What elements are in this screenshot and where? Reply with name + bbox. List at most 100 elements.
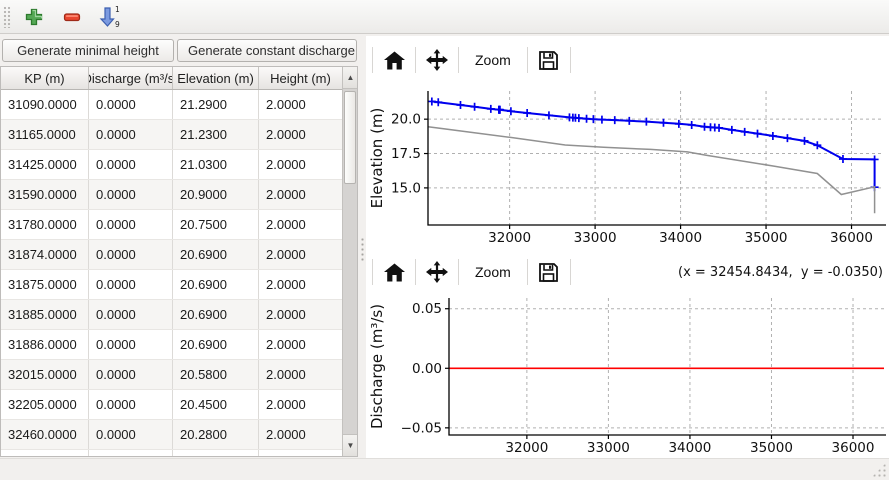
table-row[interactable]: 31875.0000 0.0000 20.6900 2.0000 [1,270,343,300]
table-cell[interactable]: 20.2800 [173,420,259,449]
table-cell[interactable]: 31874.0000 [1,240,89,269]
table-cell[interactable]: 2.0000 [259,300,343,329]
table-cell[interactable]: 21.2900 [173,90,259,119]
home-button[interactable] [379,45,409,75]
table-row[interactable]: 31885.0000 0.0000 20.6900 2.0000 [1,300,343,330]
table-cell[interactable]: 2.0000 [259,420,343,449]
column-header-discharge[interactable]: Discharge (m³/s) [89,67,173,89]
water-elevation-profile-marker [523,108,532,117]
table-cell[interactable]: 20.6900 [173,240,259,269]
water-elevation-profile-marker [740,127,749,136]
generate-constant-discharge-button[interactable]: Generate constant discharge [177,39,357,62]
table-cell[interactable]: 2.0000 [259,90,343,119]
scroll-up-arrow-icon[interactable]: ▲ [343,67,357,89]
table-cell[interactable]: 0.0000 [89,90,173,119]
table-row[interactable]: 31165.0000 0.0000 21.2300 2.0000 [1,120,343,150]
elevation-chart[interactable]: 32000 33000 34000 35000 36000 15.0 17.5 20.0 Ele… [366,76,889,248]
table-cell[interactable]: 31875.0000 [1,270,89,299]
table-cell[interactable]: 32015.0000 [1,360,89,389]
table-cell[interactable]: 31425.0000 [1,150,89,179]
table-cell[interactable]: 0.0000 [89,300,173,329]
plus-icon [25,8,43,25]
table-cell[interactable]: 31165.0000 [1,120,89,149]
table-row-empty[interactable] [1,450,343,456]
table-cell[interactable]: 2.0000 [259,180,343,209]
table-vertical-scrollbar[interactable]: ▲ ▼ [342,67,357,456]
table-cell[interactable] [173,450,259,456]
window-resize-grip-icon[interactable] [872,463,886,477]
table-cell[interactable]: 32205.0000 [1,390,89,419]
column-header-elevation[interactable]: Elevation (m) [173,67,259,89]
water-elevation-profile-marker [642,117,651,126]
toolbar-drag-handle[interactable] [3,5,11,28]
table-cell[interactable]: 31780.0000 [1,210,89,239]
scrollbar-thumb[interactable] [344,91,356,184]
table-cell[interactable] [259,450,343,456]
save-button[interactable] [534,257,564,287]
add-row-button[interactable] [19,3,49,31]
table-cell[interactable]: 31886.0000 [1,330,89,359]
generate-minimal-height-button[interactable]: Generate minimal height [2,39,174,62]
table-cell[interactable]: 20.4500 [173,390,259,419]
table-cell[interactable]: 20.6900 [173,300,259,329]
table-cell[interactable]: 32460.0000 [1,420,89,449]
table-cell[interactable]: 31090.0000 [1,90,89,119]
table-row[interactable]: 31874.0000 0.0000 20.6900 2.0000 [1,240,343,270]
remove-row-button[interactable] [57,3,87,31]
water-elevation-profile-marker [434,98,443,107]
table-cell[interactable] [89,450,173,456]
main-toolbar: 1 9 [0,0,889,34]
pan-button[interactable] [422,45,452,75]
zoom-button[interactable]: Zoom [465,45,521,75]
table-cell[interactable]: 0.0000 [89,420,173,449]
discharge-chart[interactable]: 32000 33000 34000 35000 36000 −0.05 0.00 0.05 Di… [366,290,889,458]
table-cell[interactable]: 2.0000 [259,150,343,179]
table-cell[interactable]: 2.0000 [259,240,343,269]
table-cell[interactable]: 20.7500 [173,210,259,239]
sort-button[interactable]: 1 9 [95,3,125,31]
cursor-coordinates-readout: (x = 32454.8434, y = -0.0350) [678,264,883,280]
table-cell[interactable]: 0.0000 [89,270,173,299]
table-cell[interactable]: 2.0000 [259,330,343,359]
table-row[interactable]: 31780.0000 0.0000 20.7500 2.0000 [1,210,343,240]
table-cell[interactable]: 21.0300 [173,150,259,179]
table-cell[interactable]: 0.0000 [89,180,173,209]
table-cell[interactable]: 0.0000 [89,390,173,419]
scroll-down-arrow-icon[interactable]: ▼ [343,434,357,456]
table-row[interactable]: 31425.0000 0.0000 21.0300 2.0000 [1,150,343,180]
table-cell[interactable]: 2.0000 [259,210,343,239]
table-cell[interactable]: 0.0000 [89,330,173,359]
table-cell[interactable]: 21.2300 [173,120,259,149]
table-cell[interactable]: 20.6900 [173,270,259,299]
home-button[interactable] [379,257,409,287]
table-cell[interactable]: 20.6900 [173,330,259,359]
y-tick-label: 15.0 [391,180,421,196]
table-cell[interactable]: 2.0000 [259,270,343,299]
table-cell[interactable]: 2.0000 [259,120,343,149]
table-cell[interactable] [1,450,89,456]
table-row[interactable]: 32460.0000 0.0000 20.2800 2.0000 [1,420,343,450]
table-cell[interactable]: 0.0000 [89,150,173,179]
table-row[interactable]: 32015.0000 0.0000 20.5800 2.0000 [1,360,343,390]
table-cell[interactable]: 0.0000 [89,120,173,149]
save-button[interactable] [534,45,564,75]
table-cell[interactable]: 0.0000 [89,210,173,239]
zoom-button[interactable]: Zoom [465,257,521,287]
panel-splitter[interactable] [358,35,366,458]
table-cell[interactable]: 2.0000 [259,360,343,389]
table-cell[interactable]: 20.9000 [173,180,259,209]
column-header-kp[interactable]: KP (m) [1,67,89,89]
table-cell[interactable]: 0.0000 [89,240,173,269]
table-cell[interactable]: 20.5800 [173,360,259,389]
x-tick-label: 32000 [505,440,548,456]
pan-button[interactable] [422,257,452,287]
table-cell[interactable]: 2.0000 [259,390,343,419]
column-header-height[interactable]: Height (m) [259,67,343,89]
table-row[interactable]: 31886.0000 0.0000 20.6900 2.0000 [1,330,343,360]
table-cell[interactable]: 31590.0000 [1,180,89,209]
table-cell[interactable]: 31885.0000 [1,300,89,329]
table-row[interactable]: 32205.0000 0.0000 20.4500 2.0000 [1,390,343,420]
table-cell[interactable]: 0.0000 [89,360,173,389]
table-row[interactable]: 31590.0000 0.0000 20.9000 2.0000 [1,180,343,210]
table-row[interactable]: 31090.0000 0.0000 21.2900 2.0000 [1,90,343,120]
